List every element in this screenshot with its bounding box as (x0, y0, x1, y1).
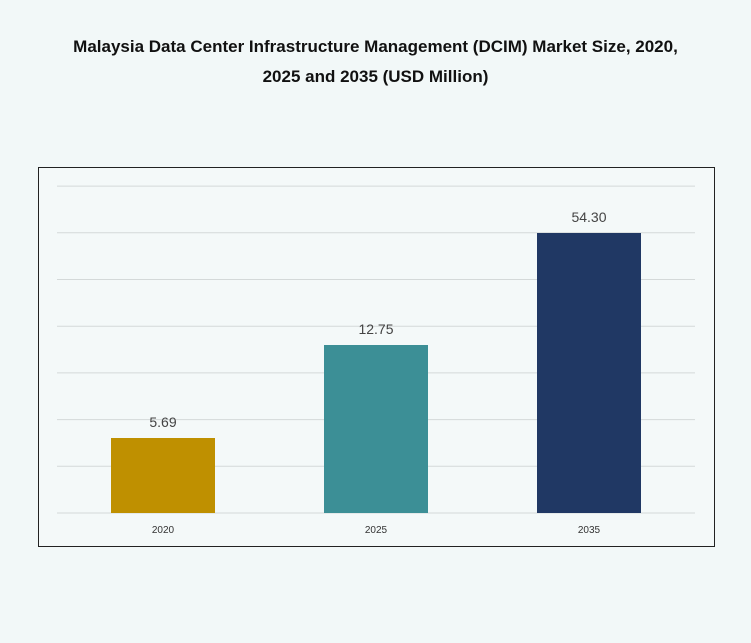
chart-title-line1: Malaysia Data Center Infrastructure Mana… (73, 37, 678, 56)
bar-2035 (537, 233, 641, 513)
chart-title: Malaysia Data Center Infrastructure Mana… (0, 32, 751, 92)
x-tick-label: 2025 (365, 525, 388, 536)
bar-2025 (324, 345, 428, 513)
x-tick-label: 2020 (152, 525, 175, 536)
data-label-2020: 5.69 (149, 414, 176, 430)
x-tick-label: 2035 (578, 525, 601, 536)
chart-title-line2: 2025 and 2035 (USD Million) (262, 67, 489, 86)
data-label-2035: 54.30 (571, 209, 606, 225)
bar-2020 (111, 438, 215, 513)
data-label-2025: 12.75 (358, 321, 393, 337)
